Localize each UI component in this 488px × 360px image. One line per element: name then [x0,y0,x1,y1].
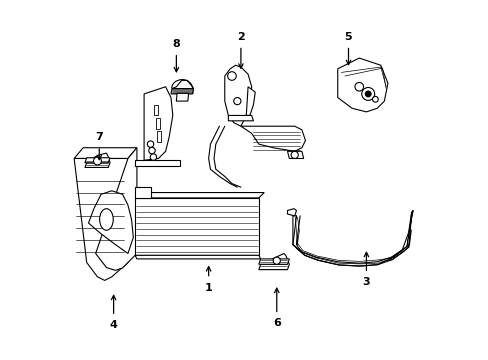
Circle shape [227,72,236,80]
Text: 8: 8 [172,39,180,49]
Polygon shape [228,116,253,121]
Polygon shape [135,187,151,198]
Text: 7: 7 [95,132,103,142]
Text: 4: 4 [109,320,117,330]
Circle shape [147,141,153,147]
Circle shape [361,87,374,100]
Polygon shape [156,131,161,142]
Polygon shape [337,58,387,112]
Circle shape [148,147,155,154]
Circle shape [233,98,241,105]
Polygon shape [258,253,289,270]
Ellipse shape [100,209,113,230]
Text: 6: 6 [272,319,280,328]
Polygon shape [88,191,133,253]
Polygon shape [171,89,193,94]
Text: 1: 1 [204,283,212,293]
Polygon shape [96,148,137,270]
Circle shape [273,257,280,264]
Polygon shape [241,126,305,151]
Polygon shape [154,105,158,116]
Polygon shape [135,198,258,255]
Polygon shape [287,209,296,216]
Polygon shape [258,259,289,264]
Polygon shape [135,193,264,198]
Text: 3: 3 [362,277,369,287]
Polygon shape [224,65,251,126]
Polygon shape [144,87,172,160]
Circle shape [150,154,156,160]
Circle shape [290,151,298,158]
Polygon shape [172,80,193,89]
Circle shape [93,157,101,165]
Polygon shape [74,148,137,158]
Polygon shape [85,158,110,163]
Circle shape [365,91,370,97]
Circle shape [354,82,363,91]
Text: 2: 2 [237,32,244,41]
Text: 5: 5 [344,32,351,41]
Polygon shape [74,158,128,280]
Circle shape [372,96,378,102]
Polygon shape [155,118,160,129]
Polygon shape [287,151,303,158]
Polygon shape [295,218,408,264]
Polygon shape [176,93,188,101]
Polygon shape [85,153,110,167]
Polygon shape [246,87,255,116]
Polygon shape [135,160,180,166]
Polygon shape [292,211,412,266]
Polygon shape [135,255,260,259]
